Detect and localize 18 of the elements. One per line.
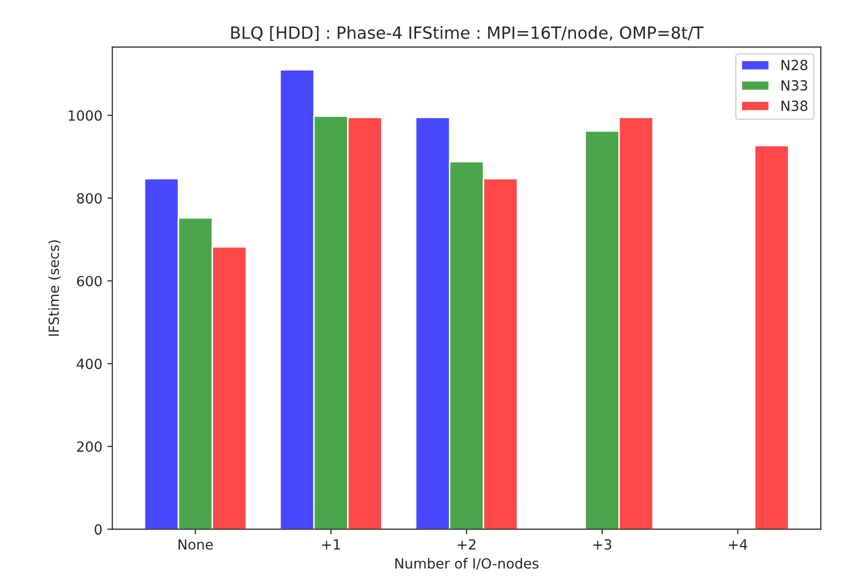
y-axis-title: IFStime (secs) xyxy=(48,240,61,336)
y-tick-label: 800 xyxy=(77,193,102,204)
x-tick-label: None xyxy=(178,539,213,550)
y-tick-label: 400 xyxy=(76,358,102,370)
bar xyxy=(754,144,790,530)
x-tick-label: +3 xyxy=(593,539,612,550)
chart-title: BLQ [HDD] : Phase-4 IFStime : MPI=16T/node, OMP=8t/T xyxy=(231,26,704,41)
y-tick-label: 1000 xyxy=(68,110,102,121)
legend-label: N33 xyxy=(782,80,808,91)
legend-label: N38 xyxy=(782,100,808,112)
y-tick-label: 200 xyxy=(77,441,102,452)
x-tick-label: +4 xyxy=(728,539,748,550)
x-axis-title: Number of I/O-nodes xyxy=(395,558,538,570)
x-tick-label: +2 xyxy=(458,539,476,550)
legend-label: N28 xyxy=(782,60,808,70)
y-tick-label: 600 xyxy=(77,276,102,286)
x-tick-label: +1 xyxy=(322,539,340,550)
y-tick-label: 0 xyxy=(94,524,102,535)
